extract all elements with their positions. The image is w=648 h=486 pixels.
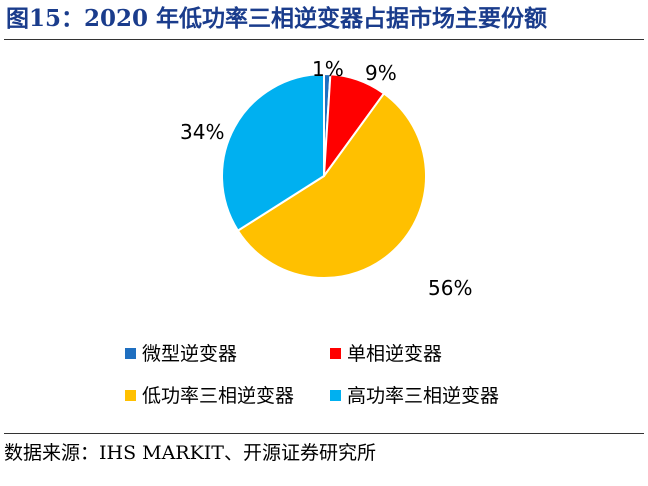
source-divider: [4, 433, 644, 434]
pie-chart: 1% 9% 56% 34%: [180, 57, 472, 300]
legend-swatch: [125, 390, 136, 401]
legend-item-micro-inverter: 微型逆变器: [125, 340, 237, 368]
legend-swatch: [125, 348, 136, 359]
slice-value-label: 1%: [312, 57, 344, 81]
legend-swatch: [330, 348, 341, 359]
legend-item-low-power-three-phase-inverter: 低功率三相逆变器: [125, 382, 294, 410]
slice-value-label: 34%: [180, 120, 224, 144]
slice-value-label: 9%: [365, 61, 397, 85]
figure-title: 图15：2020 年低功率三相逆变器占据市场主要份额: [6, 5, 548, 32]
slice-low-power-three-phase: [236, 92, 427, 279]
slice-high-power-three-phase: [221, 72, 325, 233]
legend-label: 低功率三相逆变器: [142, 385, 295, 407]
legend-swatch: [330, 390, 341, 401]
legend-item-single-phase-inverter: 单相逆变器: [330, 340, 442, 368]
legend-label: 高功率三相逆变器: [347, 385, 500, 407]
legend-label: 微型逆变器: [142, 343, 238, 365]
legend-label: 单相逆变器: [347, 343, 443, 365]
slice-value-label: 56%: [428, 276, 472, 300]
title-divider: [4, 39, 644, 40]
legend-item-high-power-three-phase-inverter: 高功率三相逆变器: [330, 382, 499, 410]
data-source: 数据来源：IHS MARKIT、开源证券研究所: [4, 442, 376, 464]
